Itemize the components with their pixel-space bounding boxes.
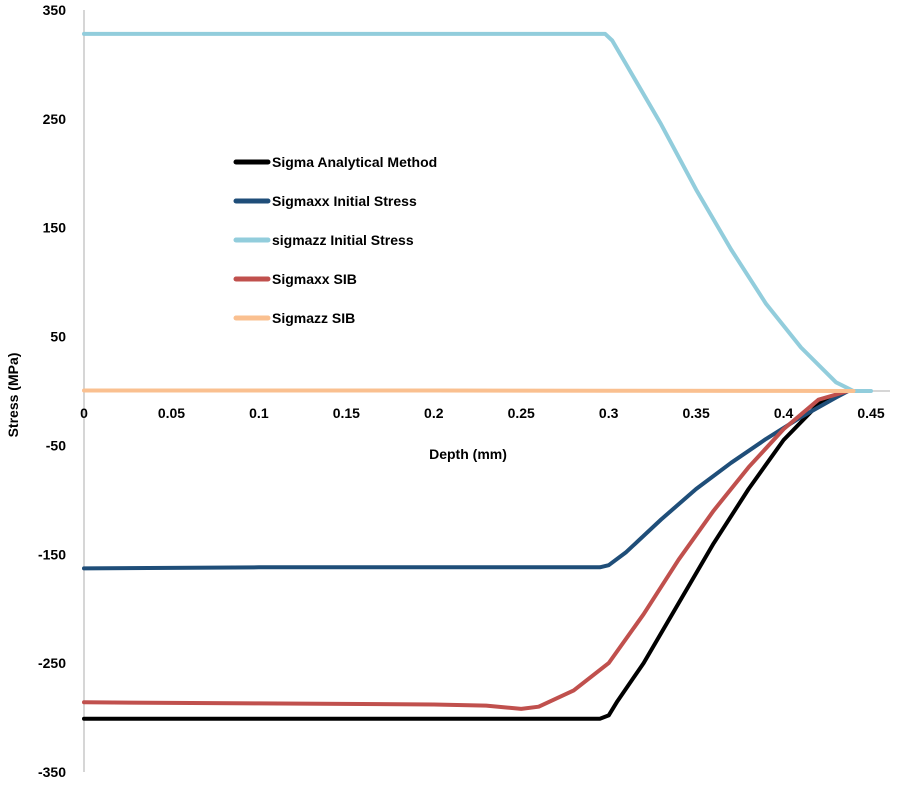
series-layer bbox=[82, 31, 873, 721]
y-tick-label: -50 bbox=[46, 437, 66, 453]
x-tick-label: 0.45 bbox=[857, 405, 884, 421]
y-tick-label: -250 bbox=[38, 655, 66, 671]
x-tick-label: 0.05 bbox=[158, 405, 185, 421]
y-tick-label: 350 bbox=[43, 2, 67, 18]
x-tick-label: 0.15 bbox=[333, 405, 360, 421]
y-tick-label: 50 bbox=[50, 329, 66, 345]
series-line-2 bbox=[82, 389, 851, 571]
series-line-3 bbox=[82, 31, 873, 393]
x-tick-label: 0.3 bbox=[599, 405, 619, 421]
y-tick-label: 150 bbox=[43, 220, 67, 236]
x-tick-label: 0.35 bbox=[682, 405, 709, 421]
legend-label: sigmazz Initial Stress bbox=[272, 232, 414, 248]
tick-labels: 0 0.05 0.1 0.15 0.2 0.25 0.3 0.35 0.4 0.45 350 250 1… bbox=[38, 2, 885, 780]
legend: Sigma Analytical Method Sigmaxx Initial S… bbox=[233, 154, 437, 326]
legend-label: Sigma Analytical Method bbox=[272, 154, 437, 170]
x-tick-label: 0.2 bbox=[424, 405, 444, 421]
legend-label: Sigmaxx Initial Stress bbox=[272, 193, 417, 209]
x-tick-label: 0.25 bbox=[508, 405, 535, 421]
y-tick-label: -150 bbox=[38, 546, 66, 562]
x-tick-label: 0 bbox=[80, 405, 88, 421]
x-tick-label: 0.1 bbox=[249, 405, 269, 421]
legend-label: Sigmazz SIB bbox=[272, 310, 355, 326]
series-line-4 bbox=[82, 389, 851, 711]
x-tick-label: 0.4 bbox=[774, 405, 794, 421]
y-tick-label: 250 bbox=[43, 111, 67, 127]
series-line-5 bbox=[82, 388, 856, 393]
series-line-1 bbox=[82, 389, 847, 721]
y-axis-label: Stress (MPa) bbox=[5, 353, 21, 438]
x-axis-label: Depth (mm) bbox=[429, 446, 507, 462]
legend-label: Sigmaxx SIB bbox=[272, 271, 357, 287]
y-tick-label: -350 bbox=[38, 764, 66, 780]
